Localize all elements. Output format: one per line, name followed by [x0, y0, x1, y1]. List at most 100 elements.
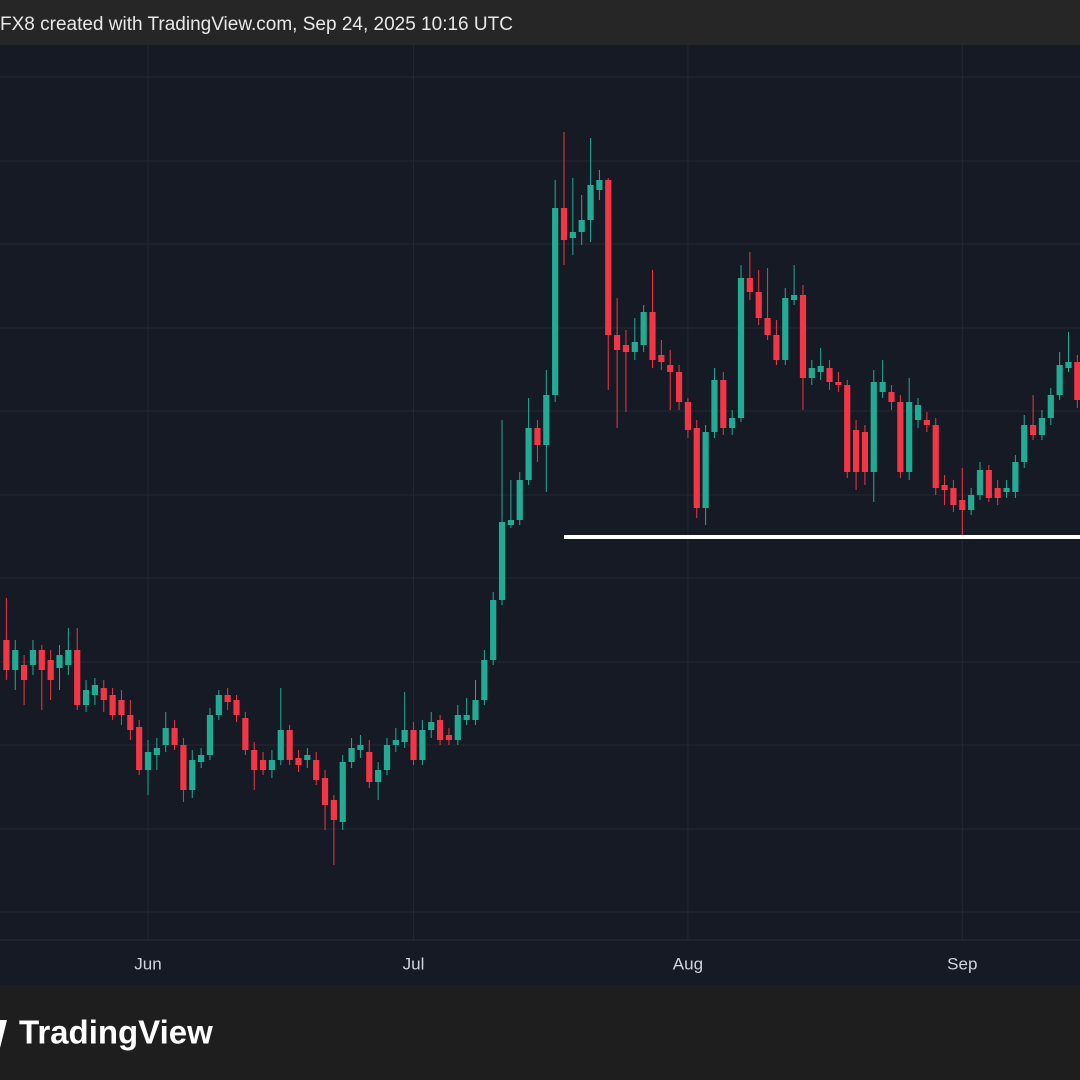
x-tick-label: Aug: [673, 954, 703, 973]
candle-body: [348, 748, 355, 762]
footer-bar: [0, 985, 1080, 1080]
candle-body: [100, 688, 107, 700]
candle-body: [702, 432, 709, 508]
candle-body: [737, 278, 745, 418]
candle-body: [65, 650, 72, 665]
candle-body: [596, 180, 603, 190]
candle-body: [932, 425, 939, 488]
candle-body: [56, 655, 63, 668]
candle-body: [852, 430, 860, 472]
candle-body: [268, 760, 276, 770]
chart: Jun Jul Aug Sep: [0, 45, 1080, 973]
candle-body: [968, 495, 975, 510]
candle-body: [428, 722, 435, 730]
candle-body: [985, 470, 992, 498]
candle-body: [693, 428, 700, 508]
candle-body: [667, 365, 674, 372]
candle-body: [136, 727, 143, 770]
candle-body: [401, 730, 408, 742]
candle-body: [366, 752, 373, 782]
candle-body: [82, 690, 90, 705]
candle-body: [251, 750, 258, 770]
candle-body: [1065, 362, 1072, 368]
candle-body: [817, 366, 824, 372]
candle-body: [914, 405, 922, 420]
candle-body: [392, 740, 399, 745]
candle-body: [498, 522, 506, 600]
candle-body: [410, 730, 417, 760]
candle-body: [109, 695, 116, 715]
candle-body: [153, 748, 160, 755]
candle-body: [357, 745, 364, 750]
candle-body: [941, 485, 948, 490]
candle-body: [870, 382, 877, 472]
candle-body: [375, 770, 382, 782]
candle-body: [38, 650, 45, 670]
x-tick-label: Jul: [403, 954, 425, 973]
candle-body: [746, 278, 753, 292]
candle-body: [436, 720, 444, 740]
candle-body: [675, 372, 683, 402]
candle-body: [419, 730, 426, 760]
candle-body: [888, 392, 895, 402]
candle-body: [578, 220, 585, 232]
candle-body: [91, 685, 99, 695]
candle-body: [162, 728, 169, 745]
candle-body: [950, 488, 957, 505]
header-text: FX8 created with TradingView.com, Sep 24…: [0, 14, 513, 35]
candle-body: [711, 380, 718, 432]
logo-icon: [0, 1020, 7, 1048]
candle-body: [1012, 462, 1019, 492]
candle-body: [861, 432, 869, 472]
candle-body: [472, 700, 479, 720]
candle-body: [29, 650, 37, 665]
candle-body: [516, 480, 523, 520]
candle-body: [330, 800, 337, 820]
candle-body: [976, 470, 984, 495]
candle-body: [339, 762, 346, 822]
candle-body: [782, 298, 789, 360]
candle-body: [994, 488, 1001, 498]
candle-body: [206, 715, 214, 755]
candle-body: [144, 752, 152, 770]
logo-text: TradingView: [19, 1014, 213, 1051]
candle-body: [180, 745, 187, 790]
candle-body: [658, 355, 665, 362]
candle-body: [242, 718, 249, 750]
candle-body: [481, 660, 488, 700]
candle-body: [454, 715, 461, 740]
candle-body: [1038, 418, 1046, 435]
candle-body: [729, 418, 736, 428]
candle-body: [525, 428, 532, 480]
candle-body: [844, 385, 851, 472]
candle-body: [959, 500, 966, 510]
candle-body: [720, 380, 727, 428]
candle-body: [463, 715, 470, 720]
x-tick-label: Sep: [947, 954, 977, 973]
candle-body: [897, 402, 904, 472]
candle-body: [171, 728, 178, 745]
candle-body: [1074, 362, 1080, 400]
candle-body: [640, 312, 647, 345]
candle-body: [259, 760, 267, 770]
candle-body: [649, 312, 656, 360]
candle-body: [906, 402, 913, 472]
candle-body: [543, 395, 550, 445]
candle-body: [383, 745, 391, 770]
candle-body: [127, 715, 134, 730]
header-bar: [0, 0, 1080, 45]
candle-body: [622, 345, 630, 352]
candle-body: [47, 660, 54, 680]
candle-body: [534, 428, 541, 445]
candle-body: [1029, 425, 1037, 435]
candle-body: [764, 318, 771, 335]
candle-body: [1003, 488, 1010, 492]
candle-body: [569, 232, 576, 238]
candle-body: [552, 208, 559, 395]
candle-body: [21, 665, 28, 680]
candle-body: [224, 695, 231, 702]
candle-body: [295, 758, 302, 765]
candle-body: [189, 760, 196, 790]
candle-body: [684, 402, 692, 430]
